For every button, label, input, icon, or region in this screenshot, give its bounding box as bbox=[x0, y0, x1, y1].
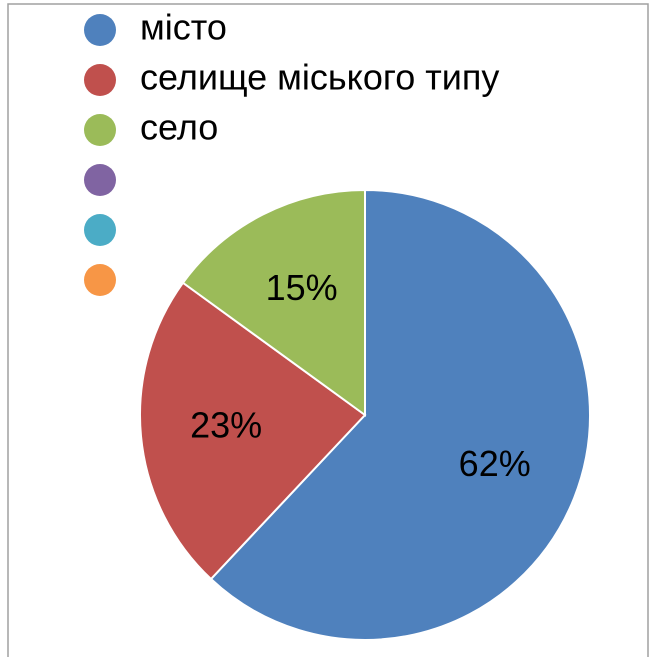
legend-marker bbox=[84, 114, 116, 146]
pie-slice bbox=[139, 281, 367, 581]
legend-label: місто bbox=[140, 7, 227, 48]
legend-marker bbox=[84, 264, 116, 296]
pie-slice bbox=[181, 188, 366, 417]
legend-marker bbox=[84, 14, 116, 46]
legend-marker bbox=[84, 164, 116, 196]
data-label: 15% bbox=[266, 267, 338, 308]
legend-label: селище міського типу bbox=[140, 57, 499, 98]
data-label: 23% bbox=[190, 405, 262, 446]
legend-marker bbox=[84, 214, 116, 246]
legend-marker bbox=[84, 64, 116, 96]
legend-label: село bbox=[140, 107, 218, 148]
data-label: 62% bbox=[459, 443, 531, 484]
pie-slice bbox=[209, 188, 591, 641]
